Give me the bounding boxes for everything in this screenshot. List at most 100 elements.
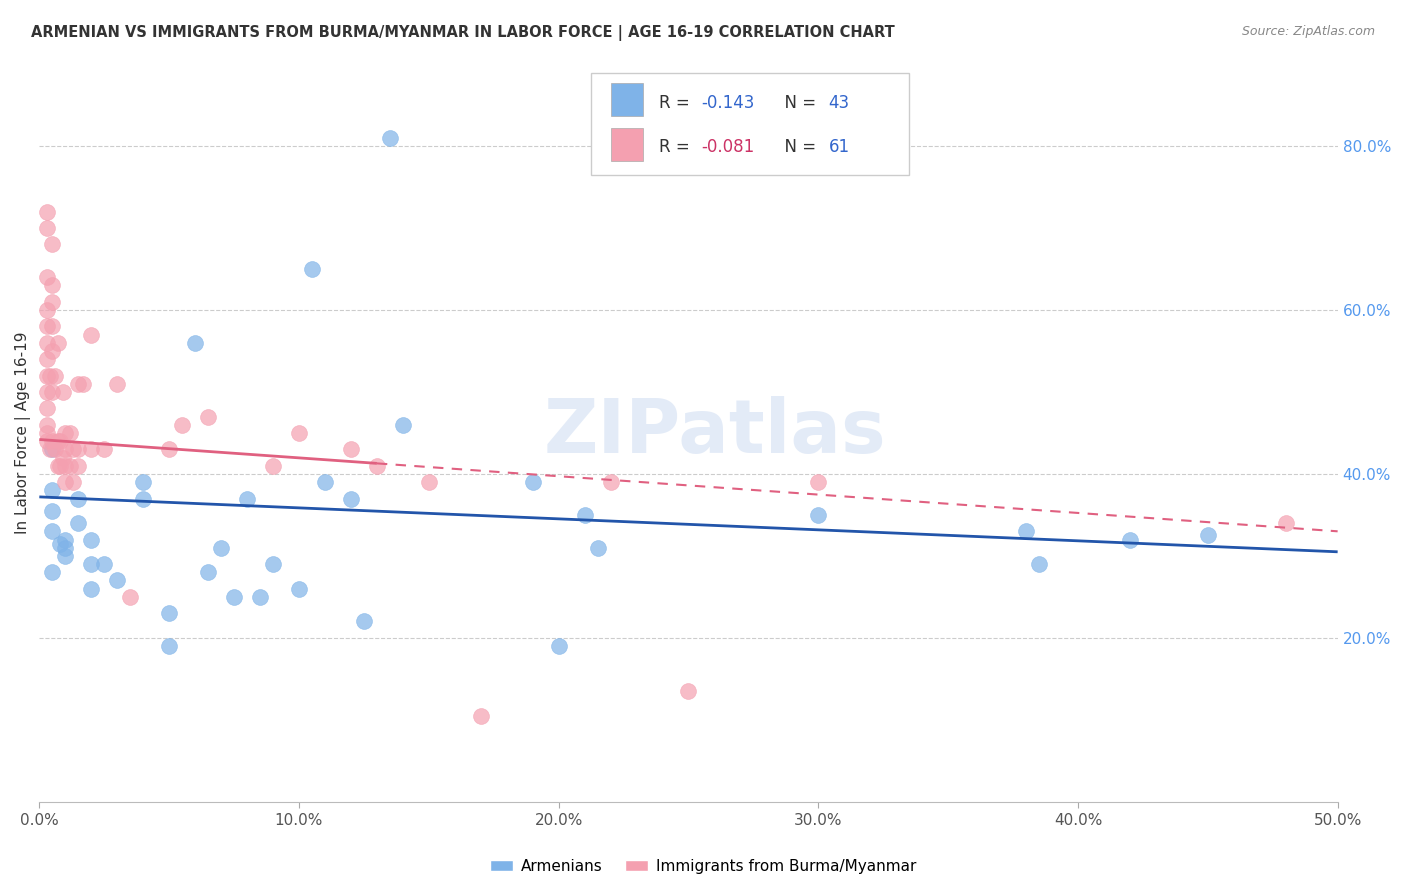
Point [288, 425, 311, 440]
Point [37, 384, 59, 399]
Point [46, 434, 69, 449]
Point [41, 294, 63, 309]
Point [46, 458, 69, 473]
Point [53, 475, 76, 490]
Point [38, 442, 60, 457]
Point [392, 417, 415, 432]
Point [301, 262, 323, 277]
Point [1015, 524, 1038, 539]
Point [37, 352, 59, 367]
Point [236, 491, 259, 506]
Text: R =: R = [658, 95, 695, 112]
Point [807, 508, 830, 522]
Point [470, 708, 492, 723]
Point [62, 442, 84, 457]
Point [41, 384, 63, 399]
Point [41, 319, 63, 334]
Text: -0.081: -0.081 [702, 138, 755, 156]
Point [209, 541, 232, 555]
Point [184, 335, 207, 350]
Point [132, 475, 155, 490]
Point [46, 335, 69, 350]
Point [262, 557, 284, 571]
Point [288, 582, 311, 596]
Point [132, 491, 155, 506]
FancyBboxPatch shape [591, 73, 910, 175]
Point [53, 541, 76, 555]
Point [41, 434, 63, 449]
Point [41, 237, 63, 252]
Point [67, 491, 90, 506]
Text: Source: ZipAtlas.com: Source: ZipAtlas.com [1241, 25, 1375, 38]
Point [157, 442, 180, 457]
Point [807, 475, 830, 490]
Point [62, 475, 84, 490]
Point [37, 319, 59, 334]
Point [37, 434, 59, 449]
Point [67, 516, 90, 530]
Point [53, 549, 76, 563]
Point [41, 483, 63, 498]
Point [49, 536, 72, 550]
Legend: Armenians, Immigrants from Burma/Myanmar: Armenians, Immigrants from Burma/Myanmar [484, 853, 922, 880]
Point [38, 368, 60, 383]
Point [1197, 528, 1219, 542]
Point [197, 566, 219, 580]
FancyBboxPatch shape [610, 128, 643, 161]
Point [44, 442, 66, 457]
Point [197, 409, 219, 424]
Point [37, 368, 59, 383]
Point [340, 491, 363, 506]
Point [1274, 516, 1296, 530]
Point [222, 590, 245, 604]
Point [314, 475, 336, 490]
Y-axis label: In Labor Force | Age 16-19: In Labor Force | Age 16-19 [15, 332, 31, 534]
Point [1028, 557, 1050, 571]
Point [41, 442, 63, 457]
Point [157, 639, 180, 653]
Point [41, 524, 63, 539]
Point [547, 639, 569, 653]
Text: N =: N = [775, 138, 821, 156]
Point [41, 278, 63, 293]
Point [52, 450, 75, 465]
Point [37, 401, 59, 416]
Point [105, 574, 128, 588]
Point [53, 442, 76, 457]
Point [67, 458, 90, 473]
Point [599, 475, 621, 490]
Point [41, 343, 63, 358]
Point [53, 458, 76, 473]
Point [37, 425, 59, 440]
Point [120, 590, 142, 604]
Point [378, 131, 401, 145]
Point [340, 442, 363, 457]
Point [59, 458, 82, 473]
Point [80, 582, 103, 596]
Point [37, 270, 59, 285]
Point [574, 508, 596, 522]
Text: 61: 61 [828, 138, 849, 156]
Point [53, 425, 76, 440]
Text: N =: N = [775, 95, 821, 112]
Point [37, 303, 59, 318]
Point [105, 376, 128, 391]
Point [80, 327, 103, 342]
Point [418, 475, 440, 490]
Point [80, 533, 103, 547]
Point [678, 684, 700, 698]
Text: 43: 43 [828, 95, 849, 112]
Point [72, 376, 94, 391]
Text: ZIPatlas: ZIPatlas [543, 396, 886, 469]
Point [249, 590, 271, 604]
Point [37, 221, 59, 235]
Point [93, 442, 115, 457]
Point [52, 384, 75, 399]
Point [93, 557, 115, 571]
Point [353, 615, 375, 629]
Point [44, 368, 66, 383]
Point [1119, 533, 1142, 547]
Point [586, 541, 609, 555]
Point [80, 557, 103, 571]
Point [172, 417, 194, 432]
